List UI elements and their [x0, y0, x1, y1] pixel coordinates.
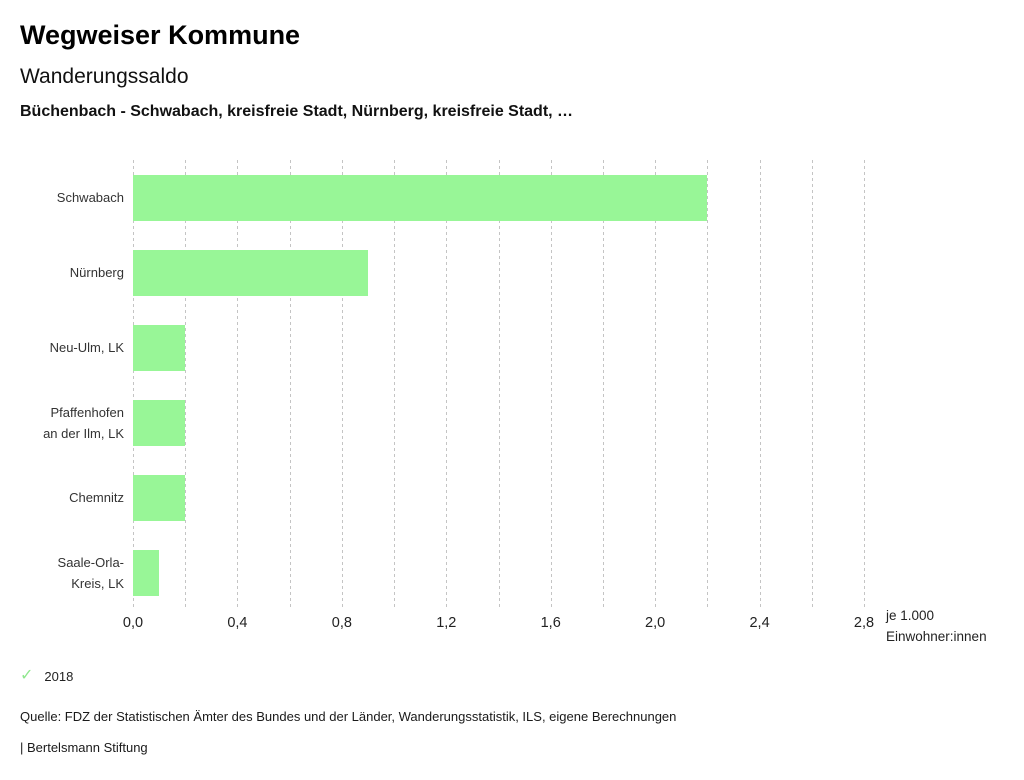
gridline	[811, 160, 813, 610]
gridline	[550, 160, 552, 610]
x-axis-tick-label: 1,6	[540, 615, 561, 631]
source-text: Quelle: FDZ der Statistischen Ämter des …	[20, 709, 677, 724]
y-axis-label: Nürnberg	[69, 265, 124, 280]
chart-title: Wanderungssaldo	[20, 65, 189, 88]
bar-saale-orla-kreis-lk[interactable]	[133, 549, 160, 596]
gridline	[394, 160, 396, 610]
gridline	[446, 160, 448, 610]
bar-schwabach[interactable]	[133, 174, 708, 221]
gridline	[864, 160, 865, 610]
gridline	[498, 160, 500, 610]
y-axis-label: Chemnitz	[69, 490, 124, 505]
y-axis-label: Schwabach	[56, 190, 124, 205]
x-axis-tick-label: 0,4	[227, 615, 248, 631]
x-axis-tick-label: 0,8	[331, 615, 352, 631]
x-axis-ticks: 0,0 0,4 0,8 1,2 1,6 2,0 2,4 2,8	[123, 615, 874, 633]
y-axis-label: Pfaffenhofen an der Ilm, LK	[43, 404, 124, 441]
page-title: Wegweiser Kommune	[20, 20, 301, 50]
x-axis-tick-label: 2,4	[749, 615, 770, 631]
x-axis-tick-label: 2,0	[645, 615, 666, 631]
gridline	[341, 160, 343, 610]
y-axis-label: Saale-Orla- Kreis, LK	[57, 554, 124, 591]
bar-chemnitz[interactable]	[133, 474, 186, 521]
x-axis-tick-label: 1,2	[436, 615, 457, 631]
x-axis-unit-label: je 1.000 Einwohner:innen	[886, 605, 1018, 647]
plot-area	[133, 160, 865, 610]
gridline	[602, 160, 604, 610]
gridline	[655, 160, 657, 610]
chart-context-line: Büchenbach - Schwabach, kreisfreie Stadt…	[20, 103, 574, 120]
check-icon: ✓	[20, 667, 34, 684]
legend-year-label: 2018	[44, 668, 74, 684]
legend[interactable]: ✓ 2018	[20, 668, 73, 684]
gridline	[133, 160, 134, 610]
gridline	[237, 160, 239, 610]
gridline	[759, 160, 761, 610]
unit-label-line2: Einwohner:innen	[886, 629, 987, 644]
bar-pfaffenhofen-an-der-ilm-lk[interactable]	[133, 399, 186, 446]
gridline	[185, 160, 187, 610]
unit-label-line1: je 1.000	[886, 608, 935, 623]
attribution-text: | Bertelsmann Stiftung	[20, 740, 148, 755]
x-axis-tick-label: 0,0	[122, 615, 144, 631]
y-axis-labels: Schwabach Nürnberg Neu-Ulm, LK Pfaffenhofen…	[0, 160, 124, 610]
gridline	[289, 160, 291, 610]
bar-n-rnberg[interactable]	[133, 249, 368, 296]
bar-neu-ulm-lk[interactable]	[133, 324, 186, 371]
x-axis-tick-label: 2,8	[853, 615, 875, 631]
y-axis-label: Neu-Ulm, LK	[49, 340, 124, 355]
gridline	[707, 160, 709, 610]
